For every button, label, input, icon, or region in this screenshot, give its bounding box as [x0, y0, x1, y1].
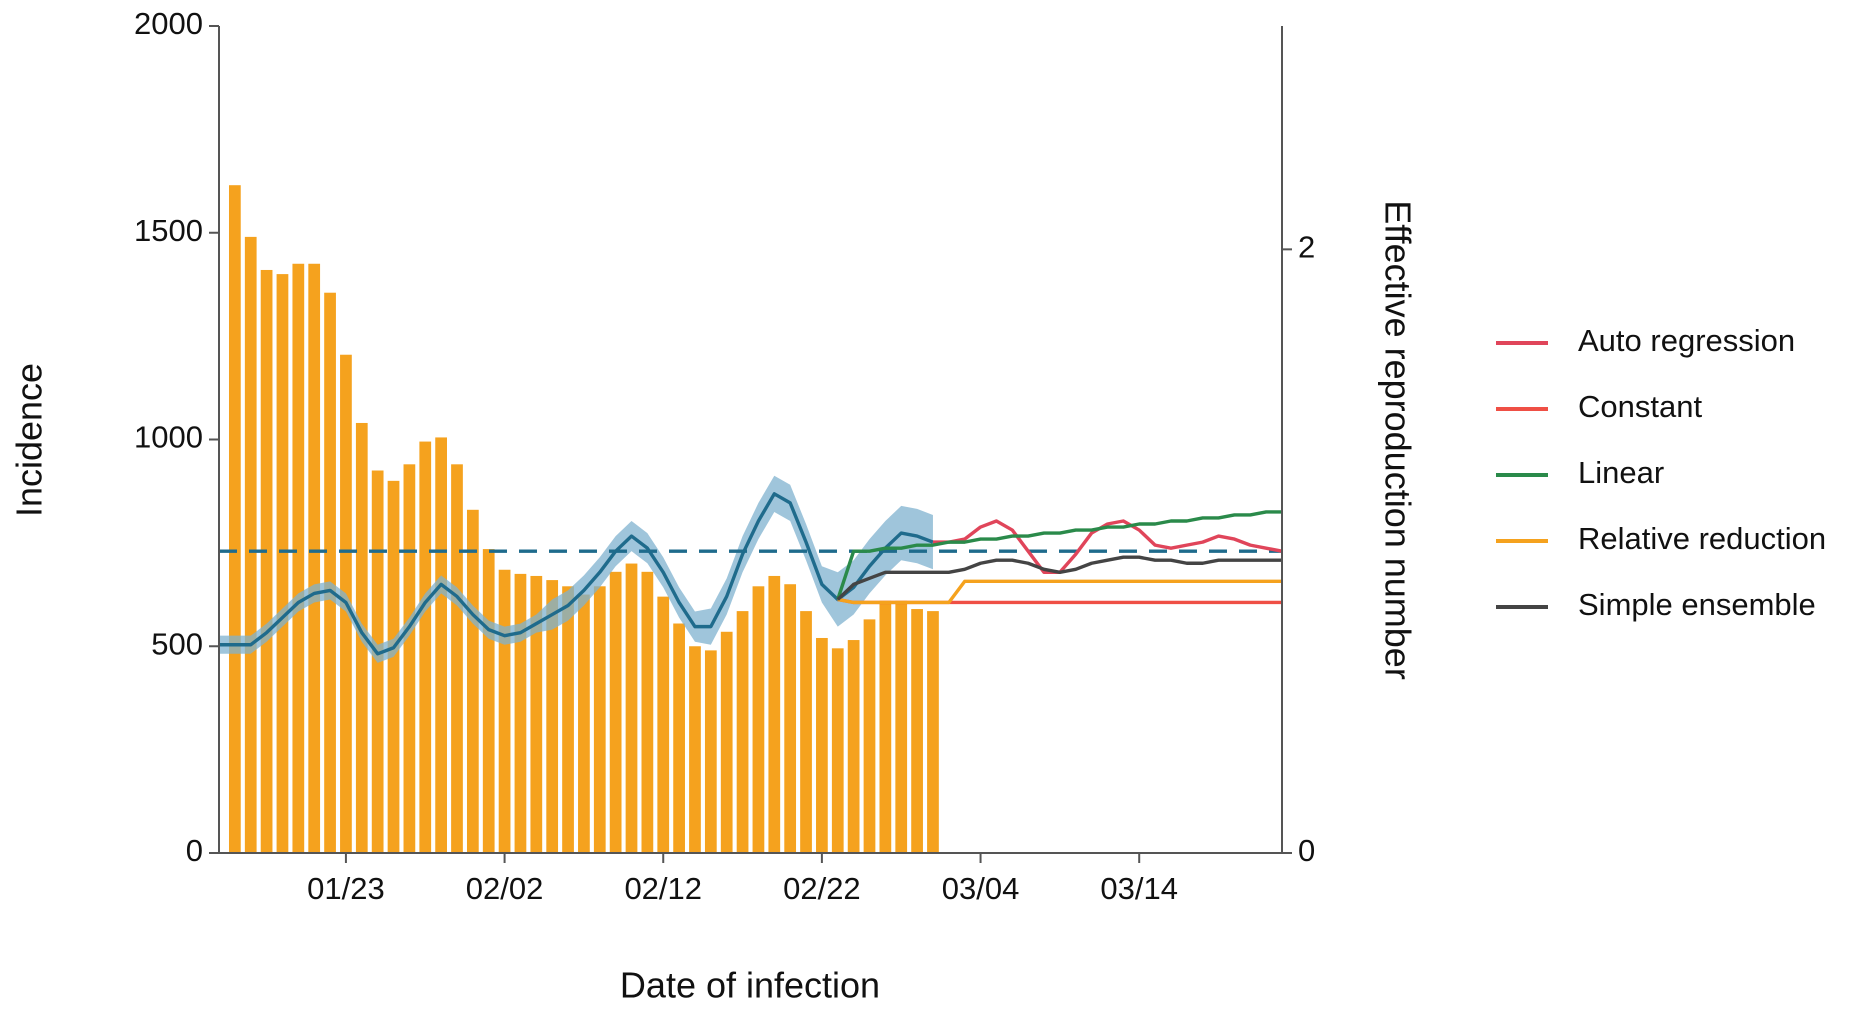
legend-label: Linear: [1578, 455, 1664, 490]
bar: [831, 648, 844, 853]
bar: [562, 586, 574, 853]
x-tick-label: 02/22: [783, 871, 861, 906]
bar: [228, 185, 241, 853]
bar: [927, 611, 939, 853]
x-tick-label: 01/23: [307, 871, 385, 906]
bar: [276, 274, 289, 854]
bar: [260, 269, 273, 854]
bar: [593, 586, 606, 853]
line: [836, 510, 1282, 600]
line: [837, 579, 1282, 605]
bar: [466, 509, 479, 853]
bar: [482, 549, 495, 853]
y2-axis-title: Effective reproduction number: [1377, 200, 1418, 680]
bar: [673, 623, 685, 853]
bar: [784, 584, 797, 853]
bar: [800, 611, 812, 853]
bar: [895, 600, 908, 853]
legend-label: Simple ensemble: [1578, 587, 1816, 622]
legend-label: Constant: [1578, 389, 1702, 424]
line: [836, 555, 1282, 601]
bar: [704, 650, 717, 853]
bar: [720, 631, 733, 853]
x-tick-label: 03/04: [942, 871, 1020, 906]
bar: [768, 575, 781, 853]
bar: [308, 263, 321, 853]
bar: [514, 573, 527, 853]
bar: [546, 580, 559, 853]
bar: [244, 236, 257, 853]
legend-label: Auto regression: [1578, 323, 1795, 358]
bar: [879, 600, 892, 853]
line: [932, 519, 1283, 575]
bar: [435, 437, 447, 853]
bar: [736, 611, 749, 853]
bar: [641, 571, 654, 853]
bar: [498, 569, 511, 853]
bar: [387, 480, 400, 853]
bar: [863, 619, 876, 853]
x-tick-label: 02/12: [624, 871, 702, 906]
bar: [657, 596, 670, 853]
y-tick-label: 500: [151, 626, 203, 661]
bar: [911, 609, 923, 853]
y-tick-label: 0: [186, 833, 203, 868]
bar: [816, 637, 828, 853]
x-axis-title: Date of infection: [620, 965, 880, 1006]
y-axis-title: Incidence: [9, 363, 50, 517]
bar: [625, 563, 638, 853]
bar: [689, 646, 701, 853]
y-tick-label: 2000: [134, 6, 203, 41]
bar: [847, 640, 860, 853]
line: [219, 492, 934, 656]
bar: [530, 575, 543, 853]
bar: [752, 586, 765, 853]
y-tick-label: 1000: [134, 420, 203, 455]
bar: [403, 464, 416, 853]
y-tick-label: 1500: [134, 213, 203, 248]
confidence-band: [219, 475, 933, 663]
bar: [292, 263, 305, 853]
y2-tick-label: 2: [1298, 230, 1315, 265]
bar: [419, 441, 432, 853]
y2-tick-label: 0: [1298, 833, 1315, 868]
bar: [324, 292, 336, 853]
x-tick-label: 02/02: [466, 871, 544, 906]
bar: [578, 594, 590, 853]
bar: [451, 464, 463, 853]
legend-label: Relative reduction: [1578, 521, 1826, 556]
bar: [609, 571, 622, 853]
x-tick-label: 03/14: [1100, 871, 1178, 906]
